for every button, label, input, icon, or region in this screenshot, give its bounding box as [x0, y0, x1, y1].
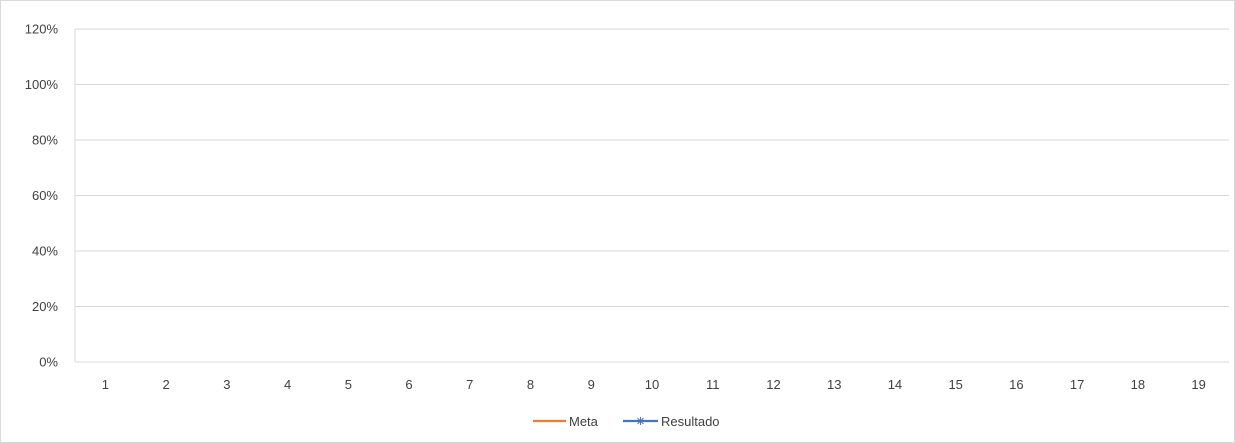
- x-tick-label: 3: [223, 377, 230, 392]
- legend-label: Meta: [569, 414, 599, 429]
- legend: Meta Resultado: [533, 414, 720, 429]
- x-tick-label: 19: [1191, 377, 1205, 392]
- x-axis-ticks: 1 2 3 4 5 6 7 8 9 10 11 12 13 14 15 16 17 18 19: [102, 377, 1206, 392]
- x-tick-label: 13: [827, 377, 841, 392]
- x-tick-label: 8: [527, 377, 534, 392]
- x-tick-label: 14: [888, 377, 902, 392]
- y-tick-label: 0%: [39, 355, 58, 370]
- x-tick-label: 10: [645, 377, 659, 392]
- x-tick-label: 6: [405, 377, 412, 392]
- x-tick-label: 9: [588, 377, 595, 392]
- y-axis-ticks: 0% 20% 40% 60% 80% 100% 120%: [25, 22, 59, 370]
- y-tick-label: 120%: [25, 22, 59, 37]
- x-tick-label: 11: [706, 377, 720, 392]
- x-tick-label: 18: [1131, 377, 1145, 392]
- x-tick-label: 2: [162, 377, 169, 392]
- y-tick-label: 60%: [32, 188, 58, 203]
- x-tick-label: 12: [766, 377, 780, 392]
- legend-label: Resultado: [661, 414, 720, 429]
- x-tick-label: 17: [1070, 377, 1084, 392]
- y-tick-label: 20%: [32, 299, 58, 314]
- legend-item: Resultado: [623, 414, 720, 429]
- legend-marker-icon: [636, 417, 645, 425]
- y-tick-label: 100%: [25, 77, 59, 92]
- legend-item: Meta: [533, 414, 599, 429]
- x-tick-label: 7: [466, 377, 473, 392]
- x-tick-label: 16: [1009, 377, 1023, 392]
- y-tick-label: 80%: [32, 133, 58, 148]
- gridlines: [75, 28, 1229, 307]
- x-tick-label: 15: [948, 377, 962, 392]
- x-tick-label: 1: [102, 377, 109, 392]
- axes: [74, 29, 1229, 363]
- y-tick-label: 40%: [32, 244, 58, 259]
- x-tick-label: 5: [345, 377, 352, 392]
- x-tick-label: 4: [284, 377, 291, 392]
